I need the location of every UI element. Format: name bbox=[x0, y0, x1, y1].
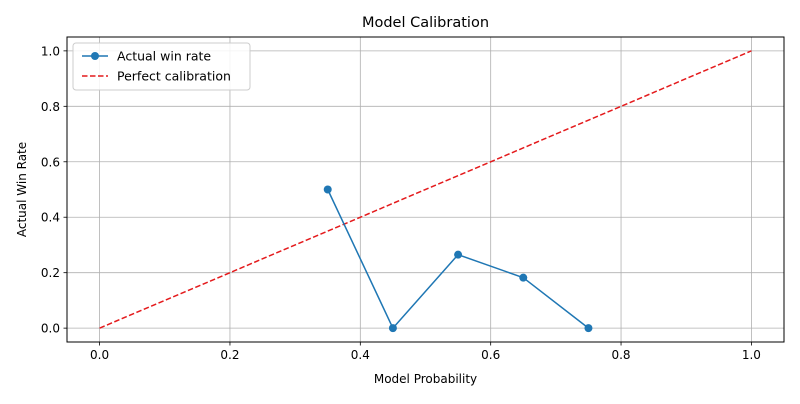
y-tick-label: 0.4 bbox=[41, 211, 60, 225]
actual-win-rate-point bbox=[323, 185, 332, 194]
actual-win-rate-point bbox=[388, 324, 397, 333]
x-tick-label: 0.4 bbox=[351, 348, 370, 362]
actual-win-rate-point bbox=[584, 324, 593, 333]
actual-win-rate-line bbox=[327, 189, 589, 329]
x-tick-label: 0.6 bbox=[481, 348, 500, 362]
plot-series bbox=[99, 50, 752, 333]
legend-box bbox=[72, 42, 251, 91]
legend-label-actual: Actual win rate bbox=[117, 49, 211, 64]
actual-win-rate-point bbox=[519, 273, 528, 282]
y-tick-label: 0.0 bbox=[41, 322, 60, 336]
legend-marker-actual bbox=[91, 52, 99, 60]
x-tick-label: 0.0 bbox=[90, 348, 109, 362]
x-axis-label: Model Probability bbox=[374, 372, 477, 386]
y-axis-label: Actual Win Rate bbox=[15, 142, 29, 237]
legend: Actual win rate Perfect calibration bbox=[72, 42, 251, 91]
x-tick-label: 0.2 bbox=[220, 348, 239, 362]
y-tick-label: 1.0 bbox=[41, 44, 60, 58]
actual-win-rate-point bbox=[454, 250, 463, 259]
x-tick-label: 0.8 bbox=[611, 348, 630, 362]
plot-frame bbox=[66, 36, 785, 343]
legend-label-perfect: Perfect calibration bbox=[117, 69, 231, 84]
y-tick-label: 0.6 bbox=[41, 155, 60, 169]
y-tick-label: 0.2 bbox=[41, 266, 60, 280]
axis-ticks: 0.0 0.2 0.4 0.6 0.8 1.0 0.0 0.2 0.4 0.6 0.8 1.0 bbox=[41, 44, 761, 362]
chart-title: Model Calibration bbox=[362, 15, 489, 31]
x-tick-label: 1.0 bbox=[742, 348, 761, 362]
y-tick-label: 0.8 bbox=[41, 100, 60, 114]
perfect-calibration-line bbox=[99, 50, 752, 329]
